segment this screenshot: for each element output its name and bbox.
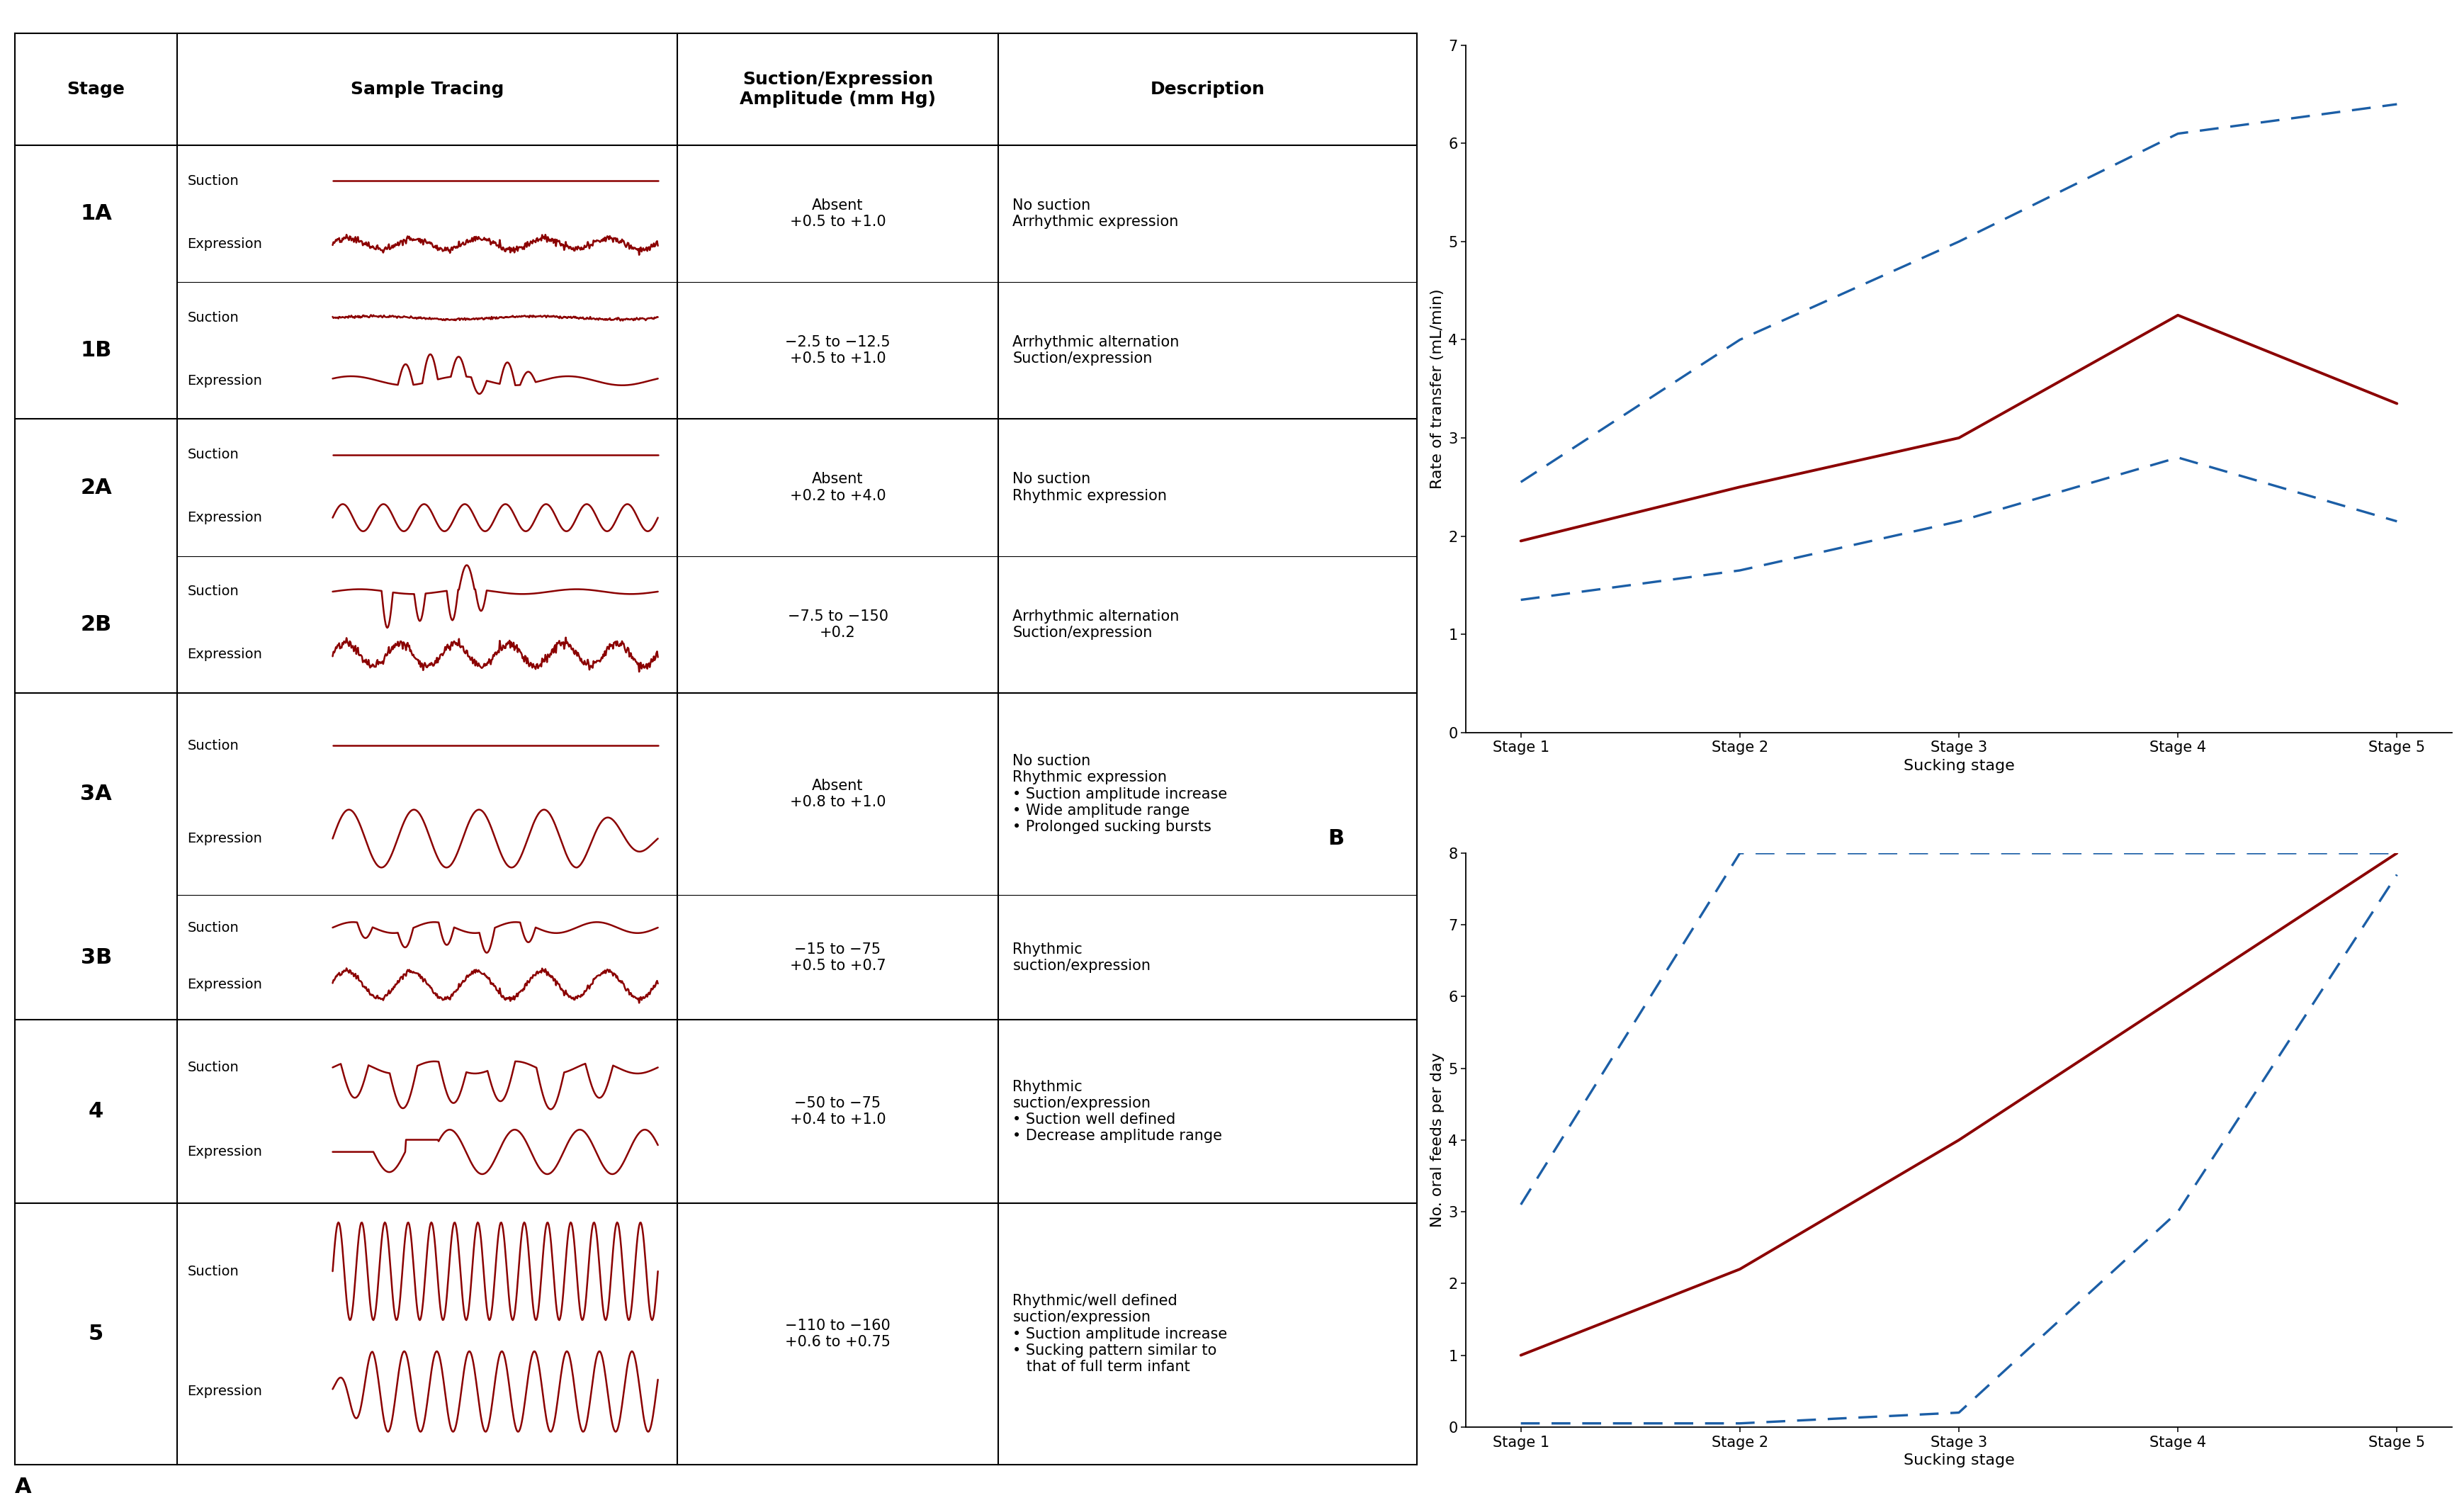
Text: A: A — [15, 1477, 32, 1498]
Y-axis label: Rate of transfer (mL/min): Rate of transfer (mL/min) — [1429, 288, 1444, 489]
Text: Suction: Suction — [187, 584, 239, 598]
Text: 1B: 1B — [81, 340, 111, 361]
Text: −50 to −75
+0.4 to +1.0: −50 to −75 +0.4 to +1.0 — [791, 1096, 885, 1126]
Text: Expression: Expression — [187, 1145, 261, 1158]
Text: Stage: Stage — [67, 80, 126, 98]
Text: No suction
Rhythmic expression
• Suction amplitude increase
• Wide amplitude ran: No suction Rhythmic expression • Suction… — [1013, 753, 1227, 834]
Text: 5: 5 — [89, 1324, 103, 1344]
Text: 2A: 2A — [81, 477, 111, 498]
Text: 4: 4 — [89, 1101, 103, 1122]
Text: Suction: Suction — [187, 174, 239, 187]
Text: Suction: Suction — [187, 311, 239, 325]
Text: B: B — [1328, 829, 1345, 849]
Text: Suction/Expression
Amplitude (mm Hg): Suction/Expression Amplitude (mm Hg) — [739, 71, 936, 107]
Text: Suction: Suction — [187, 738, 239, 752]
Text: No suction
Rhythmic expression: No suction Rhythmic expression — [1013, 473, 1168, 503]
Text: 3B: 3B — [81, 947, 111, 968]
Text: −110 to −160
+0.6 to +0.75: −110 to −160 +0.6 to +0.75 — [786, 1318, 890, 1350]
Text: Expression: Expression — [187, 648, 261, 661]
Y-axis label: No. oral feeds per day: No. oral feeds per day — [1429, 1052, 1444, 1228]
Text: Rhythmic
suction/expression
• Suction well defined
• Decrease amplitude range: Rhythmic suction/expression • Suction we… — [1013, 1080, 1222, 1143]
Text: Absent
+0.5 to +1.0: Absent +0.5 to +1.0 — [791, 198, 885, 230]
Text: Expression: Expression — [187, 1385, 261, 1398]
Text: Rhythmic
suction/expression: Rhythmic suction/expression — [1013, 942, 1151, 972]
Text: Arrhythmic alternation
Suction/expression: Arrhythmic alternation Suction/expressio… — [1013, 609, 1180, 640]
Text: Arrhythmic alternation
Suction/expression: Arrhythmic alternation Suction/expressio… — [1013, 335, 1180, 365]
Text: −15 to −75
+0.5 to +0.7: −15 to −75 +0.5 to +0.7 — [791, 942, 885, 972]
Text: No suction
Arrhythmic expression: No suction Arrhythmic expression — [1013, 198, 1178, 230]
Text: Absent
+0.2 to +4.0: Absent +0.2 to +4.0 — [791, 473, 885, 503]
Text: −2.5 to −12.5
+0.5 to +1.0: −2.5 to −12.5 +0.5 to +1.0 — [786, 335, 890, 365]
Text: Expression: Expression — [187, 978, 261, 992]
Text: Absent
+0.8 to +1.0: Absent +0.8 to +1.0 — [791, 779, 885, 809]
Text: Suction: Suction — [187, 1060, 239, 1074]
Text: Expression: Expression — [187, 510, 261, 524]
Text: Rhythmic/well defined
suction/expression
• Suction amplitude increase
• Sucking : Rhythmic/well defined suction/expression… — [1013, 1294, 1227, 1374]
Text: 3A: 3A — [81, 784, 111, 805]
Text: Sample Tracing: Sample Tracing — [350, 80, 505, 98]
Text: 2B: 2B — [81, 615, 111, 634]
X-axis label: Sucking stage: Sucking stage — [1902, 760, 2016, 773]
Text: 1A: 1A — [81, 204, 111, 223]
X-axis label: Sucking stage: Sucking stage — [1902, 1454, 2016, 1468]
Text: Expression: Expression — [187, 832, 261, 846]
Text: −7.5 to −150
+0.2: −7.5 to −150 +0.2 — [788, 609, 887, 640]
Text: Suction: Suction — [187, 921, 239, 935]
Text: Expression: Expression — [187, 237, 261, 251]
Text: Expression: Expression — [187, 374, 261, 388]
Text: Suction: Suction — [187, 448, 239, 462]
Text: Description: Description — [1151, 80, 1264, 98]
Text: Suction: Suction — [187, 1264, 239, 1277]
